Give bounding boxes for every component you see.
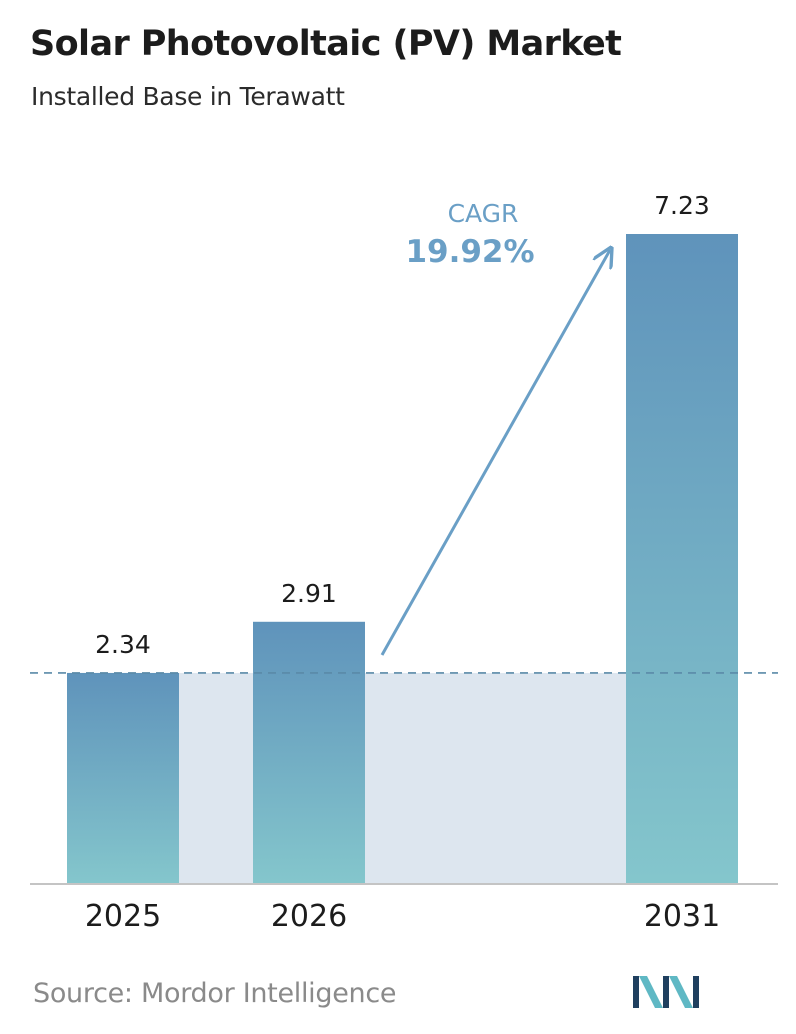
cagr-label: CAGR xyxy=(448,199,519,228)
category-label-2026: 2026 xyxy=(271,899,347,934)
cagr-arrow xyxy=(380,250,610,656)
source-note: Source: Mordor Intelligence xyxy=(33,978,397,1009)
logo-left-stroke xyxy=(633,976,639,1008)
value-label-2026: 2.91 xyxy=(281,579,337,608)
cagr-value: 19.92% xyxy=(405,234,534,270)
category-label-2025: 2025 xyxy=(85,899,161,934)
logo-mid-stroke xyxy=(663,976,669,1008)
logo-right-diagonal xyxy=(669,976,693,1008)
mordor-intelligence-logo-icon xyxy=(633,976,699,1008)
logo-left-diagonal xyxy=(639,976,663,1008)
logo-right-stroke xyxy=(693,976,699,1008)
category-label-2031: 2031 xyxy=(644,899,720,934)
bar-2031 xyxy=(626,234,738,883)
chart-subtitle: Installed Base in Terawatt xyxy=(31,82,345,111)
chart-title: Solar Photovoltaic (PV) Market xyxy=(30,24,622,64)
value-label-2031: 7.23 xyxy=(654,191,710,220)
bar-2025 xyxy=(67,672,179,883)
bar-2026 xyxy=(253,621,365,883)
value-label-2025: 2.34 xyxy=(95,630,151,659)
